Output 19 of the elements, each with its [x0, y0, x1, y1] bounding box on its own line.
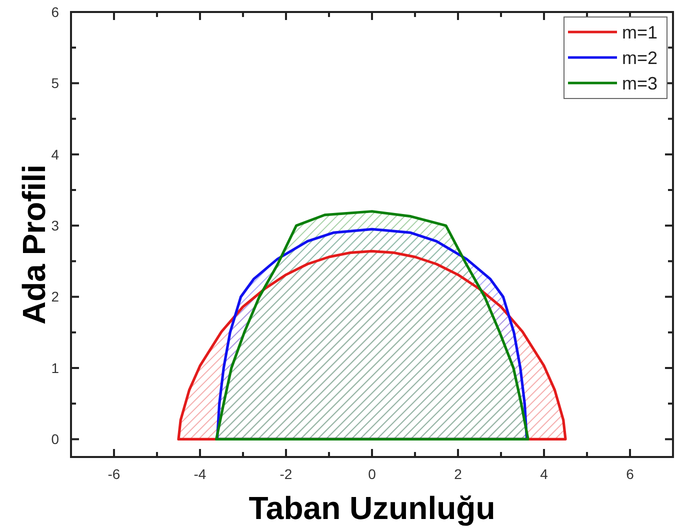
x-tick-label: 2: [454, 466, 462, 482]
x-tick-label: 4: [540, 466, 548, 482]
y-tick-label: 3: [51, 218, 60, 234]
x-tick-label: -4: [194, 466, 206, 482]
x-tick-label: -6: [108, 466, 120, 482]
legend-label: m=3: [622, 73, 658, 94]
legend-label: m=2: [622, 48, 658, 68]
y-axis-title: Ada Profili: [16, 164, 52, 325]
x-axis-title: Taban Uzunluğu: [248, 490, 496, 526]
y-tick-label: 1: [51, 360, 60, 376]
y-tick-label: 4: [51, 146, 60, 162]
y-tick-label: 2: [51, 288, 60, 305]
legend-label: m=1: [622, 22, 658, 42]
x-tick-label: 6: [626, 466, 634, 482]
y-tick-label: 5: [51, 75, 60, 92]
x-tick-label: 0: [368, 466, 376, 482]
y-tick-label: 6: [51, 4, 60, 20]
x-tick-label: -2: [280, 466, 292, 482]
y-tick-label: 0: [51, 431, 60, 448]
